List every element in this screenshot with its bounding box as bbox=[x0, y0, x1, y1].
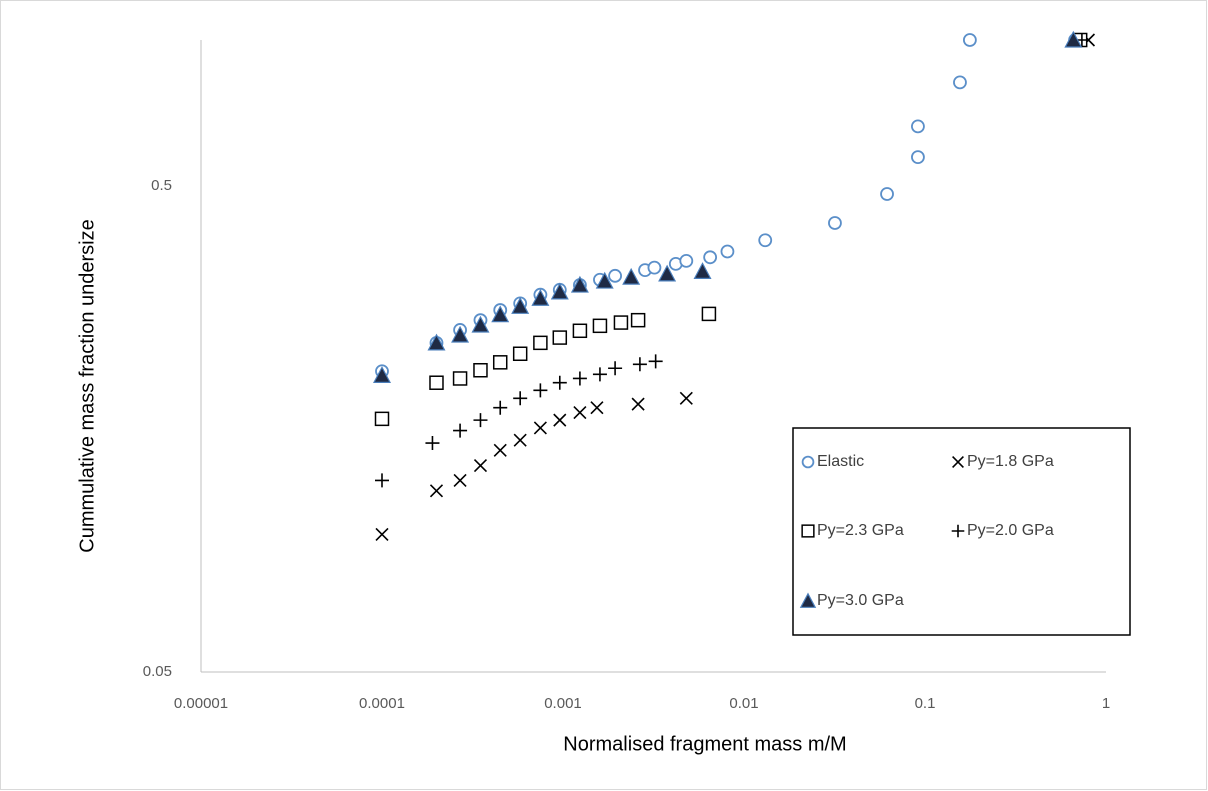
point bbox=[552, 375, 567, 390]
x-tick-label: 1 bbox=[1102, 695, 1110, 712]
x-tick-label: 0.0001 bbox=[359, 695, 405, 712]
point bbox=[648, 354, 663, 369]
legend-marker bbox=[801, 524, 815, 538]
point bbox=[572, 323, 588, 339]
point bbox=[679, 391, 693, 405]
point bbox=[828, 216, 842, 230]
point bbox=[632, 357, 647, 372]
point bbox=[452, 371, 468, 386]
legend-label: Py=1.8 GPa bbox=[967, 453, 1054, 470]
point bbox=[630, 312, 646, 328]
point bbox=[592, 318, 608, 334]
point bbox=[911, 150, 925, 165]
point bbox=[493, 400, 508, 415]
point bbox=[720, 244, 735, 259]
legend-label: Py=2.0 GPa bbox=[967, 522, 1054, 539]
point bbox=[453, 473, 467, 487]
y-tick-label: 0.5 bbox=[151, 177, 172, 194]
point bbox=[553, 413, 567, 427]
legend-label: Py=3.0 GPa bbox=[817, 592, 904, 609]
y-tick-label: 0.05 bbox=[143, 663, 172, 680]
point bbox=[1064, 30, 1083, 48]
point bbox=[880, 187, 894, 201]
x-tick-label: 0.1 bbox=[915, 695, 936, 712]
point bbox=[911, 119, 925, 134]
point bbox=[647, 260, 662, 275]
x-axis-title: Normalised fragment mass m/M bbox=[563, 733, 846, 755]
point bbox=[473, 413, 488, 428]
point bbox=[512, 346, 528, 362]
legend-label: Elastic bbox=[817, 453, 864, 470]
point bbox=[693, 262, 712, 279]
point bbox=[573, 406, 587, 420]
point bbox=[572, 371, 587, 386]
point bbox=[590, 401, 604, 415]
point bbox=[701, 306, 717, 322]
point bbox=[962, 33, 977, 47]
point bbox=[533, 421, 547, 435]
point bbox=[375, 527, 389, 541]
point bbox=[533, 383, 548, 398]
point bbox=[613, 315, 629, 330]
point bbox=[570, 275, 589, 293]
x-tick-label: 0.01 bbox=[729, 695, 758, 712]
point bbox=[513, 433, 527, 447]
point bbox=[492, 355, 508, 370]
point bbox=[425, 436, 440, 451]
point bbox=[375, 473, 389, 488]
point bbox=[552, 330, 568, 345]
point bbox=[429, 375, 444, 390]
point bbox=[592, 367, 607, 382]
legend-marker bbox=[799, 592, 817, 608]
point bbox=[453, 423, 468, 438]
point bbox=[374, 411, 390, 427]
point bbox=[513, 391, 528, 406]
point bbox=[491, 305, 510, 323]
point bbox=[531, 288, 550, 306]
point bbox=[373, 366, 391, 383]
point bbox=[550, 282, 569, 300]
point bbox=[471, 315, 490, 333]
point bbox=[622, 267, 641, 285]
point bbox=[608, 361, 623, 376]
point bbox=[473, 363, 488, 378]
point bbox=[679, 253, 694, 268]
point bbox=[658, 264, 677, 282]
y-axis-title: Cummulative mass fraction undersize bbox=[76, 219, 98, 552]
point bbox=[703, 250, 718, 265]
point bbox=[533, 335, 548, 351]
x-tick-label: 0.00001 bbox=[174, 695, 228, 712]
point bbox=[758, 233, 773, 248]
legend-label: Py=2.3 GPa bbox=[817, 522, 904, 539]
point bbox=[595, 271, 614, 289]
legend-marker bbox=[801, 455, 815, 469]
legend-marker bbox=[951, 524, 965, 538]
point bbox=[473, 459, 488, 473]
point bbox=[953, 75, 967, 90]
point bbox=[608, 268, 622, 283]
x-tick-label: 0.001 bbox=[544, 695, 582, 712]
legend-marker bbox=[952, 456, 964, 468]
point bbox=[451, 325, 470, 343]
point bbox=[429, 484, 444, 498]
point bbox=[427, 333, 446, 351]
point bbox=[631, 397, 645, 411]
point bbox=[511, 297, 530, 314]
point bbox=[493, 443, 507, 457]
